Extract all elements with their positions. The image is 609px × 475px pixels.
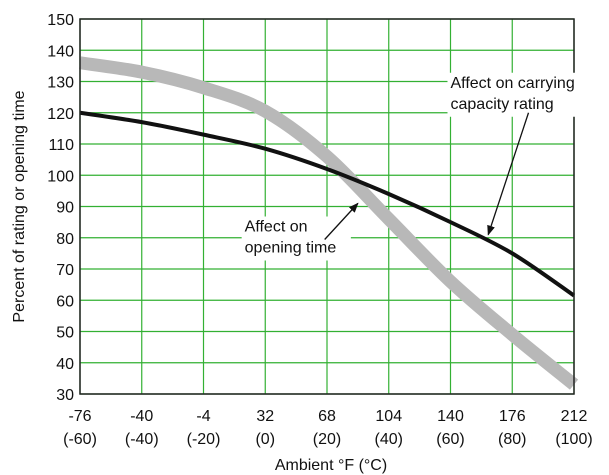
x-tick-label-c: (0) — [255, 431, 275, 448]
annotation-arrow — [324, 202, 359, 240]
x-tick-label-c: (40) — [375, 431, 403, 448]
x-tick-label-c: (-40) — [125, 431, 159, 448]
y-tick-label: 120 — [47, 106, 74, 123]
x-tick-label-f: 212 — [561, 408, 588, 425]
plot-frame — [79, 18, 575, 395]
annotation-text: opening time — [245, 240, 337, 257]
annotation-background — [241, 216, 351, 261]
x-tick-labels: -76 (-60) -40 (-40) -4 (-20) 32 (0) 68 (20) 104 (40… — [63, 408, 593, 448]
x-tick-label-f: 176 — [499, 408, 526, 425]
y-tick-label: 60 — [56, 293, 74, 310]
x-tick-label-f: -76 — [68, 408, 91, 425]
x-tick-label-f: 32 — [256, 408, 274, 425]
x-tick-label-f: 140 — [437, 408, 464, 425]
y-tick-labels: 30 40 50 60 70 80 90 100 110 120 130 140 150 — [47, 12, 74, 404]
annotations: Affect on carrying capacity rating Affect … — [241, 72, 609, 261]
y-axis-label: Percent of rating or opening time — [11, 90, 28, 322]
series-group — [79, 56, 579, 390]
annotation-arrow — [487, 112, 530, 236]
y-tick-label: 80 — [56, 231, 74, 248]
annotation-background — [447, 72, 609, 117]
x-tick-label-c: (20) — [313, 431, 341, 448]
series-line-carrying-capacity — [79, 110, 576, 298]
y-tick-label: 110 — [48, 137, 74, 154]
y-tick-label: 140 — [47, 43, 74, 60]
y-tick-label: 150 — [47, 12, 74, 29]
y-tick-label: 90 — [56, 200, 74, 217]
x-tick-label-f: -40 — [130, 408, 153, 425]
x-tick-label-f: 68 — [318, 408, 336, 425]
x-tick-label-c: (100) — [555, 431, 592, 448]
x-tick-label-c: (-60) — [63, 431, 97, 448]
y-tick-label: 130 — [47, 75, 74, 92]
x-tick-label-c: (80) — [498, 431, 526, 448]
x-tick-label-c: (60) — [436, 431, 464, 448]
x-tick-label-f: 104 — [375, 408, 402, 425]
annotation-text: capacity rating — [451, 96, 554, 113]
y-tick-label: 70 — [56, 262, 74, 279]
y-tick-label: 40 — [56, 356, 74, 373]
annotation-text: Affect on — [245, 219, 308, 236]
series-line-opening-time — [79, 56, 579, 390]
x-axis-label: Ambient °F (°C) — [275, 457, 387, 474]
y-tick-label: 50 — [56, 325, 74, 342]
x-tick-label-f: -4 — [196, 408, 210, 425]
y-tick-label: 30 — [56, 387, 74, 404]
x-tick-label-c: (-20) — [187, 431, 221, 448]
annotation-text: Affect on carrying — [451, 75, 575, 92]
y-tick-label: 100 — [47, 168, 74, 185]
